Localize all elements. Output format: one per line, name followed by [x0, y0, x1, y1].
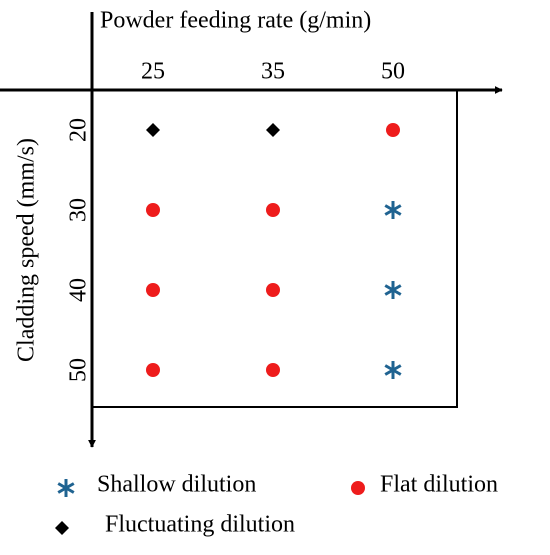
point [384, 361, 402, 379]
legend-label: Fluctuating dilution [105, 512, 295, 538]
asterisk-arm [57, 482, 75, 494]
x-tick-label: 50 [381, 59, 405, 85]
x-tick-label: 35 [261, 59, 285, 85]
point [146, 203, 160, 217]
point [384, 281, 402, 299]
x-tick-label: 25 [141, 59, 165, 85]
y-axis-label: Cladding speed (mm/s) [14, 138, 40, 362]
legend-marker [351, 481, 365, 495]
asterisk-arm [384, 284, 402, 296]
point [266, 123, 280, 137]
plot-frame [91, 89, 458, 408]
point [386, 123, 400, 137]
asterisk-arm [384, 364, 402, 376]
y-tick-label: 20 [66, 118, 92, 142]
legend-marker [57, 479, 75, 497]
point [146, 363, 160, 377]
legend-label: Shallow dilution [97, 472, 256, 498]
chart-title: Powder feeding rate (g/min) [100, 8, 371, 34]
asterisk-arm [384, 204, 402, 216]
point [146, 283, 160, 297]
y-tick-label: 40 [66, 278, 92, 302]
point [266, 203, 280, 217]
point [266, 283, 280, 297]
point [266, 363, 280, 377]
y-tick-label: 30 [66, 198, 92, 222]
legend-marker [55, 521, 69, 535]
point [384, 201, 402, 219]
legend-label: Flat dilution [380, 472, 498, 498]
point [146, 123, 160, 137]
y-tick-label: 50 [66, 358, 92, 382]
